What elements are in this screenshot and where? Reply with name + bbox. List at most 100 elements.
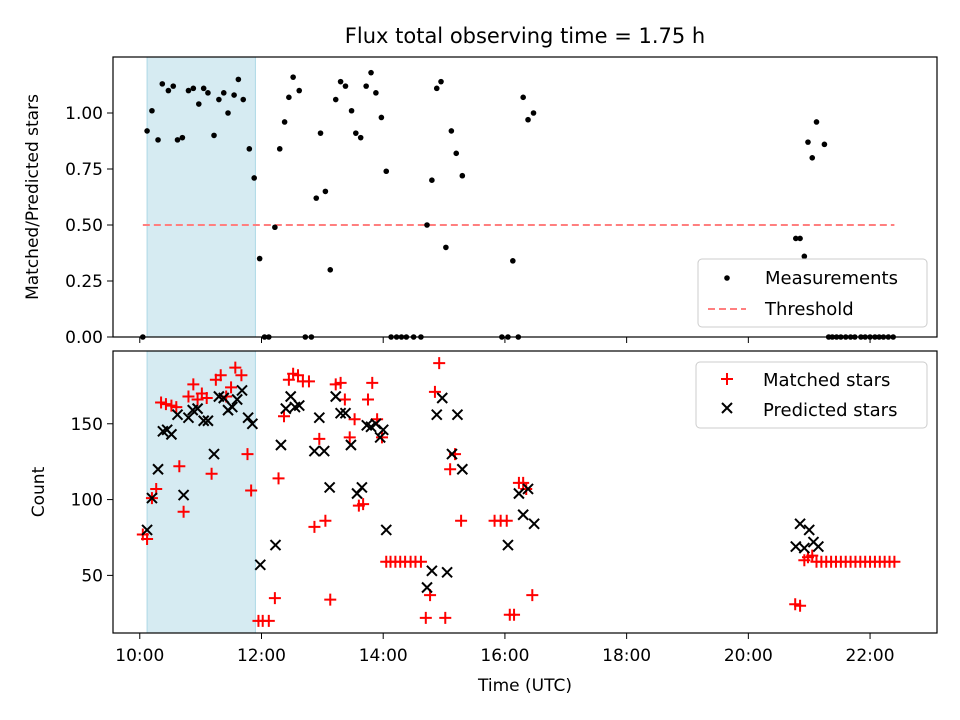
measurement-point bbox=[235, 76, 242, 83]
matched-star-point bbox=[235, 369, 248, 382]
measurement-point bbox=[225, 110, 231, 116]
predicted-star-point bbox=[421, 581, 433, 594]
ratio-legend: Measurements Threshold bbox=[697, 258, 928, 328]
predicted-star-point bbox=[441, 566, 453, 579]
predicted-star-point bbox=[313, 412, 326, 424]
y-tick-label: 150 bbox=[71, 415, 103, 435]
measurement-point bbox=[170, 83, 177, 89]
measurement-point bbox=[196, 101, 202, 107]
measurement-point bbox=[211, 132, 217, 139]
predicted-star-point bbox=[146, 492, 158, 504]
count-marks bbox=[136, 357, 901, 627]
x-tick-label: 16:00 bbox=[480, 646, 529, 666]
matched-star-point bbox=[170, 401, 183, 414]
predicted-star-point bbox=[171, 408, 184, 421]
matched-star-point bbox=[229, 361, 242, 374]
predicted-star-point bbox=[426, 565, 438, 577]
predicted-star-point bbox=[197, 415, 210, 427]
x-tick-label: 12:00 bbox=[237, 646, 286, 666]
measurement-point bbox=[357, 134, 364, 141]
measurement-point bbox=[383, 168, 390, 175]
matched-star-point bbox=[245, 484, 258, 497]
legend-label-threshold: Threshold bbox=[764, 299, 854, 320]
predicted-star-point bbox=[242, 412, 254, 424]
matched-star-point bbox=[187, 378, 200, 391]
matched-star-point bbox=[200, 392, 213, 404]
measurement-point bbox=[179, 134, 186, 141]
matched-star-point bbox=[343, 431, 356, 444]
ratio-legend-box bbox=[697, 258, 928, 328]
predicted-star-point bbox=[345, 439, 357, 451]
predicted-star-point bbox=[226, 401, 238, 413]
measurement-point bbox=[159, 81, 166, 87]
y-tick-label: 0.50 bbox=[65, 216, 103, 236]
count-axes-frame bbox=[112, 350, 938, 634]
measurement-point bbox=[200, 85, 207, 92]
predicted-star-point bbox=[218, 392, 230, 404]
measurement-point bbox=[429, 177, 435, 183]
predicted-star-point bbox=[202, 415, 214, 427]
predicted-star-point bbox=[380, 524, 392, 536]
matched-star-point bbox=[214, 369, 227, 382]
predicted-star-point bbox=[323, 481, 336, 494]
predicted-star-point bbox=[208, 448, 220, 460]
predicted-star-point bbox=[356, 481, 368, 494]
legend-label-predicted: Predicted stars bbox=[763, 400, 897, 421]
matched-star-point bbox=[508, 608, 521, 621]
y-tick-label: 0.25 bbox=[65, 272, 103, 292]
predicted-star-point bbox=[522, 483, 534, 495]
measurement-point bbox=[190, 85, 197, 92]
matched-star-point bbox=[338, 393, 351, 406]
predicted-star-point bbox=[165, 428, 178, 441]
measurement-point bbox=[296, 87, 303, 94]
matched-star-point bbox=[888, 555, 901, 568]
count-legend: Matched stars Predicted stars bbox=[695, 361, 928, 429]
predicted-star-point bbox=[451, 408, 464, 421]
predicted-star-point bbox=[446, 448, 458, 460]
matched-star-point bbox=[272, 472, 285, 485]
measurement-point bbox=[276, 146, 283, 152]
predicted-star-point bbox=[431, 408, 443, 421]
predicted-star-point bbox=[182, 412, 195, 424]
matched-star-point bbox=[517, 476, 530, 489]
predicted-star-point bbox=[812, 540, 825, 553]
predicted-star-point bbox=[141, 524, 153, 536]
measurement-point bbox=[317, 130, 324, 136]
ratio-y-axis-label: Matched/Predicted stars bbox=[23, 94, 43, 300]
measurement-point bbox=[272, 224, 278, 231]
measurement-point bbox=[246, 146, 253, 152]
predicted-star-point bbox=[269, 539, 282, 551]
measurement-point bbox=[373, 90, 379, 96]
measurement-point bbox=[165, 87, 172, 94]
legend-label-matched: Matched stars bbox=[763, 370, 890, 391]
measurement-point bbox=[144, 128, 150, 134]
predicted-star-point bbox=[318, 445, 330, 457]
predicted-star-point bbox=[231, 393, 243, 406]
measurement-point bbox=[337, 78, 344, 85]
y-tick-label: 1.00 bbox=[65, 104, 103, 124]
count-legend-box bbox=[695, 361, 928, 429]
measurement-point bbox=[332, 96, 339, 103]
predicted-star-point bbox=[280, 402, 292, 415]
measurement-point bbox=[797, 235, 803, 242]
measurement-point bbox=[793, 235, 799, 242]
predicted-star-point bbox=[374, 431, 386, 444]
measurement-point bbox=[205, 90, 211, 96]
measurement-point bbox=[459, 172, 466, 179]
predicted-star-point bbox=[334, 407, 347, 419]
x-axis-label: Time (UTC) bbox=[477, 676, 572, 696]
matched-star-point bbox=[348, 413, 361, 426]
matched-star-point bbox=[500, 514, 513, 527]
predicted-star-point bbox=[293, 399, 305, 412]
predicted-star-point bbox=[517, 509, 529, 521]
y-tick-label: 100 bbox=[71, 491, 103, 511]
matched-star-point bbox=[182, 390, 195, 403]
measurement-point bbox=[348, 107, 355, 114]
measurement-point bbox=[453, 150, 460, 157]
predicted-star-point bbox=[456, 463, 469, 475]
x-tick-label: 20:00 bbox=[724, 646, 773, 666]
predicted-star-point bbox=[152, 463, 164, 475]
matched-star-point bbox=[282, 373, 295, 386]
count-y-axis-label: Count bbox=[29, 466, 49, 517]
